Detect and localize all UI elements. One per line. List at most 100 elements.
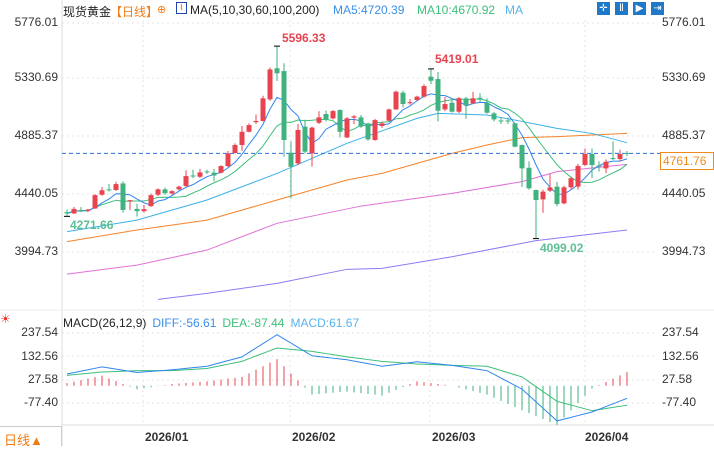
candle-body [253, 120, 259, 123]
macd-axis-left-1: 132.56 [21, 349, 58, 363]
candle-body [386, 109, 392, 121]
macd-axis-right-2: 27.58 [662, 372, 693, 386]
candle-body [358, 117, 364, 127]
candle-body [281, 71, 287, 140]
candle-body [344, 118, 350, 138]
candle-body [582, 154, 588, 165]
macd-axis-right-0: 237.54 [662, 325, 699, 339]
dea-value: DEA:-87.44 [222, 316, 285, 330]
candle-body [106, 189, 112, 191]
candle-body [435, 79, 441, 111]
macd-axis-left-2: 27.58 [27, 372, 58, 386]
candle-body [491, 113, 497, 120]
candle-body [120, 183, 126, 210]
ma60-line [66, 132, 628, 243]
date-label-jan: 2026/01 [145, 430, 189, 444]
candle-body [183, 176, 189, 187]
candle-body [477, 97, 483, 99]
candle-body [512, 123, 518, 147]
candle-body [78, 209, 84, 211]
ma200-line [157, 229, 628, 300]
price-axis-left-4: 3994.73 [14, 244, 58, 258]
macd-axis-left-3: -77.40 [23, 395, 58, 409]
macd-legend: MACD(26,12,9) DIFF:-56.61 DEA:-87.44 MACD:6… [63, 316, 365, 330]
candle-body [64, 212, 70, 214]
crosshair-icon[interactable]: ✛ [597, 2, 610, 15]
price-axis-right-2: 4885.37 [662, 128, 706, 142]
candle-body [316, 117, 322, 123]
price-axis-left-2: 4885.37 [14, 128, 58, 142]
price-axis-left-0: 5776.01 [14, 15, 58, 29]
candle-body [610, 158, 616, 160]
candle-body [505, 120, 511, 122]
candle-body [197, 172, 203, 177]
candle-body [85, 209, 91, 211]
candle-body [540, 191, 546, 200]
candle-body [141, 209, 147, 212]
candle-body [393, 91, 399, 110]
candle-body [113, 184, 119, 190]
candle-body [589, 154, 595, 166]
candle-body [568, 178, 574, 188]
ma-params[interactable]: MA(5,10,30,60,100,200) [190, 3, 320, 17]
play-icon[interactable]: ▶ [633, 2, 646, 15]
candle-body [71, 208, 77, 214]
candle-body [162, 189, 168, 194]
ma100-line [66, 163, 628, 275]
candle-body [498, 120, 504, 122]
low-start-label: 4271.66 [70, 218, 114, 232]
add-indicator-icon[interactable]: ⊕ [157, 4, 167, 16]
range-icon[interactable]: Ⅱ [615, 2, 628, 15]
candle-body [155, 189, 161, 195]
ma-chart-icon[interactable]: ⌇ [176, 2, 187, 14]
candle-body [519, 145, 525, 169]
high-label: 5596.33 [282, 31, 326, 45]
candle-body [372, 120, 378, 140]
macd-axis-right-1: 132.56 [662, 349, 699, 363]
candle-body [547, 187, 553, 191]
candle-body [267, 69, 273, 100]
candle-body [190, 175, 196, 177]
candle-body [148, 195, 154, 207]
candle-body [617, 154, 623, 160]
candle-body [225, 153, 231, 167]
candle-body [484, 102, 490, 113]
exit-icon[interactable]: ⇥ [651, 2, 664, 15]
ma-more: MA [505, 3, 523, 17]
candle-body [428, 76, 434, 81]
candle-body [169, 191, 175, 194]
candle-body [260, 98, 266, 121]
candle-body [400, 92, 406, 104]
candle-body [211, 172, 217, 176]
macd-axis-right-3: -77.40 [662, 395, 697, 409]
candle-body [288, 152, 294, 167]
macd-axis-left-0: 237.54 [21, 325, 58, 339]
candle-body [330, 111, 336, 119]
candle-body [365, 123, 371, 140]
date-label-feb: 2026/02 [292, 430, 336, 444]
candle-body [456, 98, 462, 112]
indicator-settings-icon[interactable]: ☀ [0, 312, 11, 326]
candle-body [470, 98, 476, 104]
macd-params[interactable]: MACD(26,12,9) [63, 316, 147, 330]
candle-body [134, 208, 140, 212]
candle-body [246, 125, 252, 132]
candle-body [218, 166, 224, 173]
candle-body [463, 98, 469, 106]
candle-body [204, 171, 210, 173]
candle-body [449, 102, 455, 112]
period-label[interactable]: 【日线】 [110, 5, 159, 19]
period-selector-button[interactable]: 日线▲ [0, 426, 62, 448]
chart-header: 现货黄金 【日线】 ⊕ ⌇ MA(5,10,30,60,100,200) MA5… [0, 0, 714, 22]
candle-body [323, 114, 329, 120]
candle-body [442, 103, 448, 110]
candle-body [92, 195, 98, 209]
ma5-value: MA5:4720.39 [333, 3, 405, 17]
price-axis-right-4: 3994.73 [662, 244, 706, 258]
low-label: 4099.02 [540, 241, 584, 255]
candle-body [239, 131, 245, 146]
candle-body [596, 165, 602, 167]
candle-body [526, 167, 532, 189]
ma10-value: MA10:4670.92 [417, 3, 496, 17]
